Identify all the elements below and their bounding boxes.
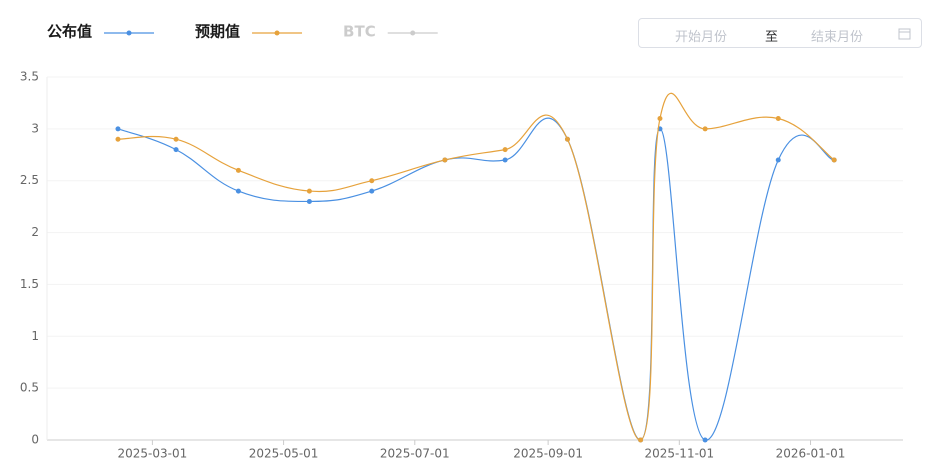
y-tick-label: 0.5 bbox=[20, 381, 39, 395]
data-point bbox=[442, 157, 448, 163]
data-point bbox=[235, 167, 241, 173]
y-tick-label: 2 bbox=[31, 225, 39, 239]
data-point bbox=[831, 157, 837, 163]
date-range-picker[interactable]: 开始月份 至 结束月份 bbox=[638, 18, 922, 48]
x-tick-label: 2025-03-01 bbox=[118, 447, 188, 461]
legend-label[interactable]: 公布值 bbox=[47, 23, 92, 41]
data-point bbox=[657, 115, 663, 121]
data-point bbox=[115, 136, 121, 142]
legend-swatch-dot bbox=[126, 30, 132, 36]
data-point bbox=[173, 136, 179, 142]
legend-label[interactable]: BTC bbox=[343, 23, 376, 41]
legend-label[interactable]: 预期值 bbox=[195, 23, 240, 41]
separator: 至 bbox=[765, 30, 779, 45]
end-month[interactable]: 结束月份 bbox=[811, 30, 864, 45]
x-tick-label: 2025-11-01 bbox=[644, 447, 714, 461]
legend-swatch-dot bbox=[410, 30, 416, 36]
data-point bbox=[638, 437, 644, 443]
y-tick-label: 3 bbox=[31, 121, 39, 135]
y-tick-label: 1.5 bbox=[20, 277, 39, 291]
x-tick-label: 2026-01-01 bbox=[776, 447, 846, 461]
y-tick-label: 3.5 bbox=[20, 70, 39, 84]
data-point bbox=[502, 157, 508, 163]
data-point bbox=[702, 126, 708, 132]
legend-swatch-dot bbox=[274, 30, 280, 36]
y-tick-label: 2.5 bbox=[20, 173, 39, 187]
x-tick-label: 2025-07-01 bbox=[380, 447, 450, 461]
data-point bbox=[702, 437, 708, 443]
y-tick-label: 1 bbox=[31, 329, 39, 343]
calendar-icon bbox=[898, 28, 911, 40]
data-point bbox=[115, 126, 121, 132]
data-point bbox=[775, 115, 781, 121]
data-point bbox=[775, 157, 781, 163]
data-point bbox=[173, 147, 179, 153]
data-point bbox=[502, 147, 508, 153]
x-tick-label: 2025-05-01 bbox=[249, 447, 319, 461]
data-point bbox=[306, 188, 312, 194]
x-tick-label: 2025-09-01 bbox=[513, 447, 583, 461]
series-line bbox=[117, 117, 835, 441]
y-tick-label: 0 bbox=[31, 433, 39, 447]
data-point bbox=[235, 188, 241, 194]
data-point bbox=[369, 188, 375, 194]
data-point bbox=[306, 198, 312, 204]
data-point bbox=[564, 136, 570, 142]
data-point bbox=[369, 178, 375, 184]
start-month[interactable]: 开始月份 bbox=[675, 30, 728, 45]
